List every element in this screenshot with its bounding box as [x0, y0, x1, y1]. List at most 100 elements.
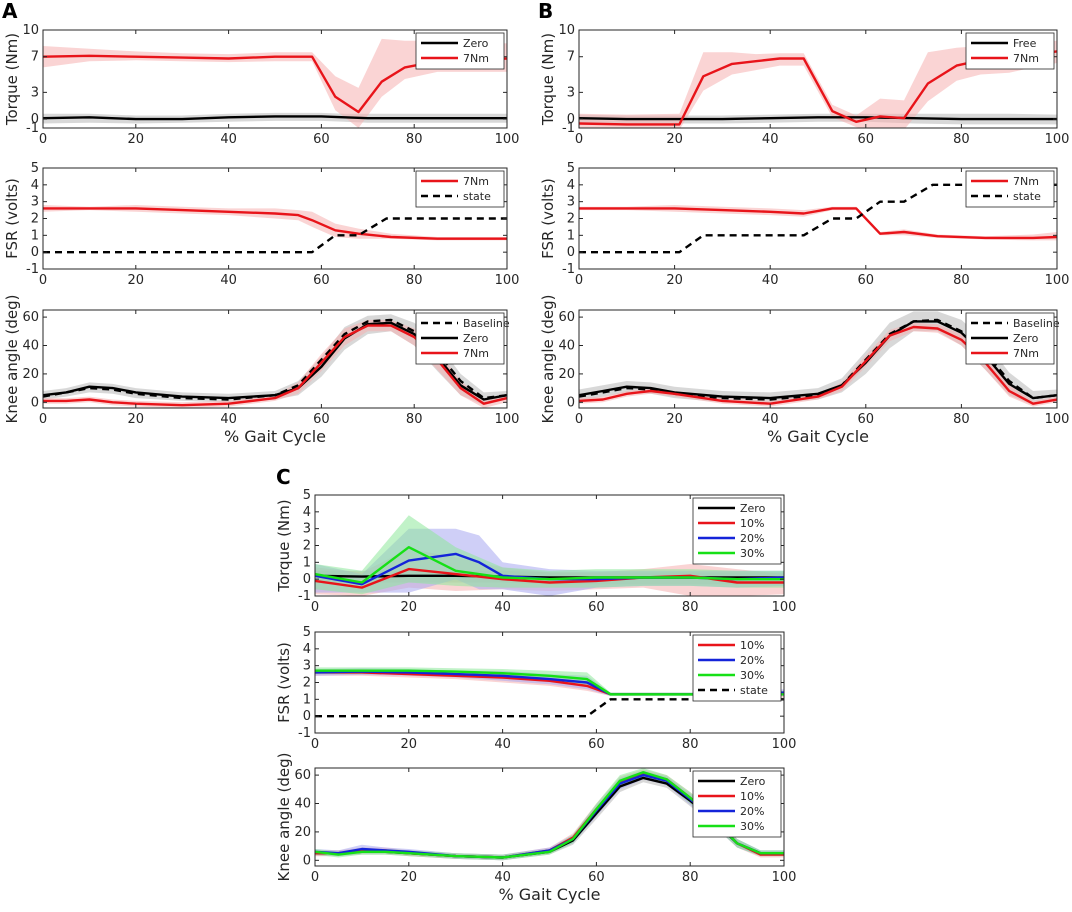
x-tick-label: 0: [39, 412, 47, 427]
series-line-7nm: [43, 324, 507, 407]
y-tick-label: 4: [31, 178, 39, 193]
y-tick-label: 4: [303, 505, 311, 520]
y-tick-label: 3: [31, 85, 39, 100]
y-tick-label: 0: [31, 245, 39, 260]
x-tick-label: 20: [666, 273, 683, 288]
legend-label-zero: Zero: [463, 332, 489, 345]
x-tick-label: 20: [401, 737, 418, 752]
legend-label-20pct: 20%: [740, 654, 764, 667]
series-line-7nm: [43, 207, 507, 240]
y-axis-label: Knee angle (deg): [275, 753, 293, 882]
x-tick-label: 60: [313, 412, 330, 427]
legend-box: [965, 170, 1055, 208]
legend: 7Nm state: [965, 170, 1055, 208]
x-tick-label: 80: [682, 870, 699, 885]
legend-label-7nm: 7Nm: [463, 52, 489, 65]
y-axis-label: Knee angle (deg): [539, 295, 557, 424]
x-tick-label: 60: [858, 412, 875, 427]
x-tick-label: 100: [1045, 132, 1070, 147]
legend-label-20pct: 20%: [740, 805, 764, 818]
legend-label-7nm: 7Nm: [1013, 175, 1039, 188]
axes-frame: [314, 767, 785, 867]
y-tick-label: 2: [303, 539, 311, 554]
x-tick-label: 80: [682, 600, 699, 615]
x-tick-label: 40: [762, 412, 779, 427]
x-tick-label: 60: [588, 870, 605, 885]
legend: Zero 7Nm: [415, 32, 505, 70]
legend-label-7nm: 7Nm: [1013, 347, 1039, 360]
y-tick-label: 5: [303, 625, 311, 640]
x-tick-label: 40: [762, 132, 779, 147]
legend-label-30pct: 30%: [740, 820, 764, 833]
y-tick-label: 0: [303, 853, 311, 868]
x-tick-label: 20: [401, 600, 418, 615]
y-tick-label: 3: [567, 85, 575, 100]
series-line-7nm: [43, 54, 507, 114]
y-axis-label: FSR (volts): [275, 642, 293, 723]
y-tick-label: 0: [303, 572, 311, 587]
y-tick-label: 1: [31, 228, 39, 243]
x-tick-label: 20: [128, 273, 145, 288]
y-tick-label: 0: [567, 395, 575, 410]
x-tick-label: 100: [772, 737, 797, 752]
y-tick-label: 10: [22, 23, 39, 38]
x-tick-label: 40: [220, 132, 237, 147]
legend-label-7nm: 7Nm: [1013, 52, 1039, 65]
x-tick-label: 60: [313, 132, 330, 147]
plot-area: [43, 205, 507, 254]
y-tick-label: 20: [22, 367, 39, 382]
y-tick-label: 5: [303, 488, 311, 503]
y-axis-label: Torque (Nm): [275, 499, 293, 592]
legend-box: [415, 170, 505, 208]
y-tick-label: 2: [31, 212, 39, 227]
x-tick-label: 100: [495, 132, 520, 147]
x-tick-label: 100: [495, 412, 520, 427]
legend: Free 7Nm: [965, 32, 1055, 70]
legend-label-10pct: 10%: [740, 517, 764, 530]
plot-area: [579, 183, 1057, 254]
y-tick-label: 0: [31, 395, 39, 410]
series-line-7nm: [579, 325, 1057, 405]
y-tick-label: 40: [22, 339, 39, 354]
plot-area: [43, 38, 507, 128]
y-tick-label: 2: [567, 212, 575, 227]
x-tick-label: 100: [1045, 273, 1070, 288]
y-tick-label: -1: [298, 726, 311, 741]
x-tick-label: 100: [1045, 412, 1070, 427]
y-tick-label: 5: [31, 161, 39, 176]
y-tick-label: 1: [567, 228, 575, 243]
legend-label-state: state: [740, 684, 768, 697]
legend-label-30pct: 30%: [740, 669, 764, 682]
x-tick-label: 80: [953, 273, 970, 288]
band-30pct: [315, 515, 784, 595]
x-tick-label: 40: [220, 412, 237, 427]
x-tick-label: 100: [772, 600, 797, 615]
legend-label-baseline: Baseline: [463, 317, 510, 330]
x-tick-label: 0: [39, 132, 47, 147]
legend: Zero 10% 20% 30%: [692, 497, 782, 565]
x-tick-label: 60: [313, 273, 330, 288]
x-tick-label: 40: [494, 600, 511, 615]
y-tick-label: 10: [558, 23, 575, 38]
axes-frame: [578, 29, 1058, 129]
x-tick-label: 60: [858, 273, 875, 288]
series-line-state: [43, 217, 507, 254]
x-tick-label: 20: [128, 412, 145, 427]
legend: 10% 20% 30% state: [692, 634, 782, 702]
x-tick-label: 60: [588, 737, 605, 752]
x-tick-label: 20: [666, 132, 683, 147]
y-tick-label: 2: [303, 676, 311, 691]
legend-label-30pct: 30%: [740, 547, 764, 560]
y-tick-label: 60: [558, 310, 575, 325]
y-tick-label: -1: [298, 589, 311, 604]
y-tick-label: 1: [303, 692, 311, 707]
x-tick-label: 0: [575, 132, 583, 147]
legend-box: [415, 32, 505, 70]
legend-label-zero: Zero: [740, 502, 766, 515]
